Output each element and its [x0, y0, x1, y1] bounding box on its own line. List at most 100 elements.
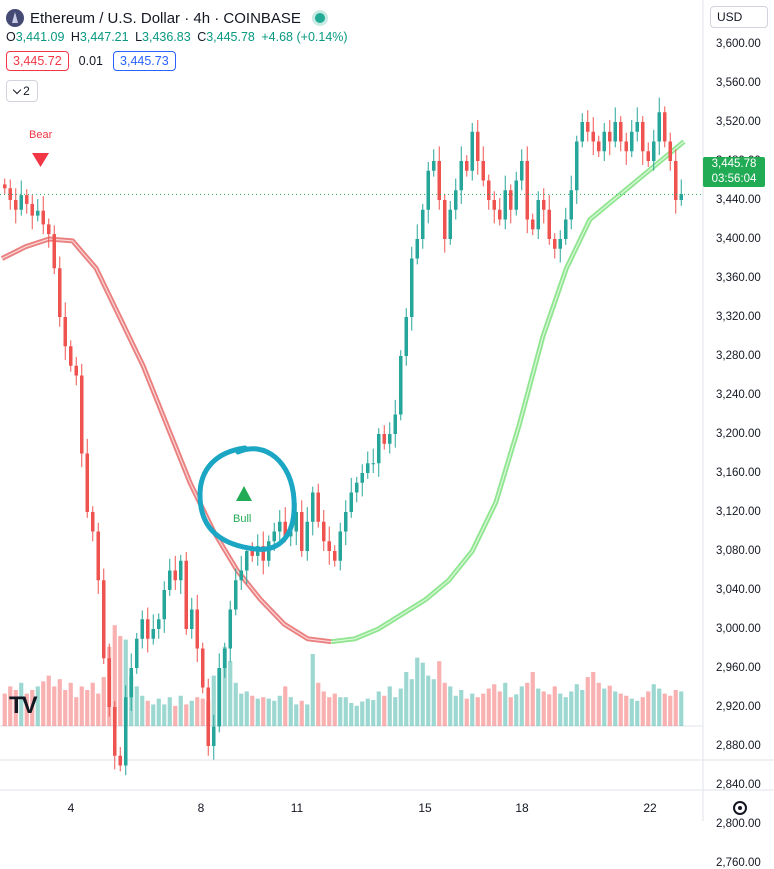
price-tick: 2,960.00 — [716, 662, 761, 674]
candle-body — [613, 122, 618, 142]
price-tick: 3,400.00 — [716, 233, 761, 245]
volume-bar — [52, 686, 57, 726]
volume-bar — [261, 697, 266, 726]
volume-bar — [651, 684, 656, 726]
price-tick: 3,560.00 — [716, 77, 761, 89]
candle-body — [316, 492, 321, 522]
candle-body — [475, 131, 480, 161]
volume-bar — [646, 691, 651, 726]
candle-body — [415, 239, 420, 259]
candle-body — [453, 190, 458, 210]
candle-body — [140, 619, 145, 639]
candle-body — [228, 609, 233, 649]
candle-body — [646, 151, 651, 161]
candle-body — [673, 161, 678, 200]
candle-body — [24, 195, 29, 204]
candle-body — [404, 317, 409, 356]
volume-bar — [266, 698, 271, 726]
volume-bar — [112, 625, 117, 726]
price-tick: 2,880.00 — [716, 740, 761, 752]
volume-bar — [145, 700, 150, 726]
indicators-toggle[interactable]: 2 — [6, 80, 38, 102]
volume-bar — [343, 697, 348, 726]
candle-body — [585, 122, 590, 132]
currency-selector[interactable]: USD — [710, 6, 768, 28]
price-tick: 3,320.00 — [716, 311, 761, 323]
volume-bar — [503, 682, 508, 726]
candle-body — [668, 141, 673, 161]
volume-bar — [547, 694, 552, 726]
buy-button[interactable]: 3,445.73 — [113, 51, 176, 71]
tradingview-logo[interactable]: TV — [9, 692, 38, 719]
candle-body — [129, 668, 134, 698]
low-value: 3,436.83 — [142, 30, 191, 44]
candle-body — [354, 482, 359, 493]
chevron-down-icon — [12, 85, 22, 94]
sell-button[interactable]: 3,445.72 — [6, 51, 69, 71]
candlesticks — [2, 97, 684, 776]
volume-bar — [294, 704, 299, 726]
volume-bar — [349, 702, 354, 726]
candle-body — [338, 531, 343, 561]
candle-body — [222, 648, 227, 668]
volume-bar — [624, 695, 629, 726]
candle-body — [371, 463, 376, 465]
volume-bar — [184, 704, 189, 726]
candle-body — [19, 195, 24, 210]
price-tick: 3,280.00 — [716, 350, 761, 362]
candle-body — [580, 122, 585, 142]
volume-bar — [398, 688, 403, 726]
volume-bar — [464, 698, 469, 726]
volume-bar — [178, 695, 183, 726]
candle-body — [470, 131, 475, 171]
volume-bar — [233, 682, 238, 726]
candle-body — [46, 224, 51, 235]
candle-body — [629, 131, 634, 152]
volume-bar — [371, 700, 376, 726]
candle-body — [57, 268, 62, 317]
candle-body — [189, 609, 194, 629]
volume-bar — [459, 690, 464, 726]
candle-body — [68, 346, 73, 366]
ohlc-legend: O3,441.09 H3,447.21 L3,436.83 C3,445.78 … — [6, 30, 348, 44]
volume-bar — [332, 693, 337, 726]
volume-bar — [123, 639, 128, 726]
candle-body — [398, 356, 403, 415]
volume-bar — [140, 695, 145, 726]
high-value: 3,447.21 — [79, 30, 129, 44]
volume-bar — [415, 657, 420, 726]
candle-body — [376, 434, 381, 464]
bull-signal-label: Bull — [233, 513, 252, 525]
candle-body — [96, 531, 101, 581]
candle-body — [657, 112, 662, 142]
candle-body — [327, 541, 332, 551]
volume-bar — [475, 697, 480, 726]
volume-bar — [519, 686, 524, 726]
candle-body — [536, 200, 541, 230]
hand-drawn-circle-annotation — [197, 445, 297, 552]
volume-bar — [305, 704, 310, 726]
candle-body — [178, 560, 183, 581]
symbol-header[interactable]: Ethereum / U.S. Dollar · 4h · COINBASE — [6, 6, 325, 30]
chart-plot[interactable] — [0, 0, 774, 821]
candle-body — [79, 375, 84, 454]
symbol-title: Ethereum / U.S. Dollar · 4h · COINBASE — [30, 9, 301, 27]
price-tick: 2,760.00 — [716, 857, 761, 869]
volume-bar — [211, 675, 216, 726]
candle-body — [85, 453, 90, 512]
candle-body — [602, 131, 607, 152]
volume-bar — [321, 691, 326, 726]
candle-body — [596, 141, 601, 152]
candle-body — [239, 570, 244, 581]
volume-bar — [151, 704, 156, 726]
volume-bar — [486, 688, 491, 726]
candle-body — [569, 190, 574, 220]
low-label: L — [135, 30, 143, 44]
volume-bar — [360, 701, 365, 726]
candle-body — [448, 209, 453, 239]
gear-icon[interactable] — [733, 801, 747, 815]
candle-body — [624, 141, 629, 152]
volume-bar — [19, 682, 24, 726]
candle-body — [74, 365, 79, 376]
volume-bars — [2, 625, 684, 726]
